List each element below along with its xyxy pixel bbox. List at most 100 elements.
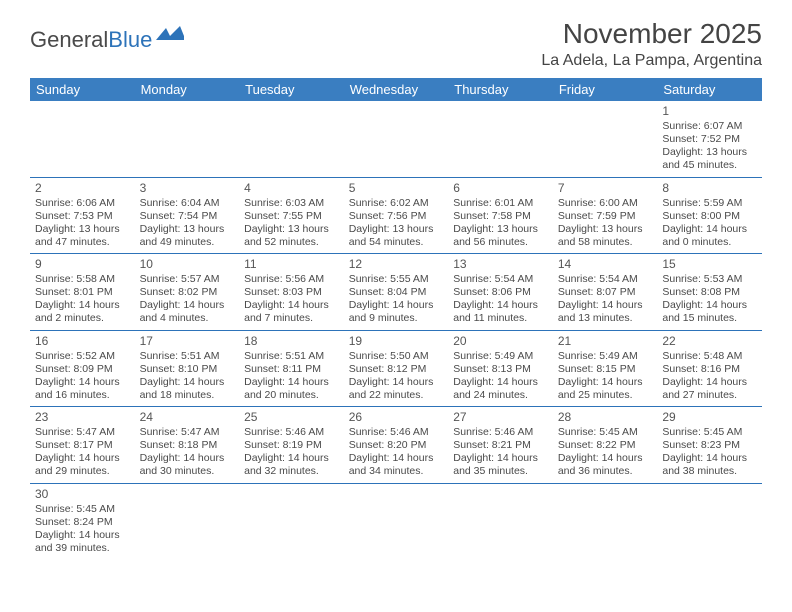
calendar-day-cell: 28Sunrise: 5:45 AMSunset: 8:22 PMDayligh…: [553, 407, 658, 484]
sunset-text: Sunset: 8:10 PM: [140, 363, 235, 376]
sunrise-text: Sunrise: 6:04 AM: [140, 197, 235, 210]
calendar-day-cell: 27Sunrise: 5:46 AMSunset: 8:21 PMDayligh…: [448, 407, 553, 484]
day-number: 24: [140, 410, 235, 425]
daylight-text: Daylight: 14 hours and 4 minutes.: [140, 299, 235, 325]
sunset-text: Sunset: 8:08 PM: [662, 286, 757, 299]
calendar-day-cell: 11Sunrise: 5:56 AMSunset: 8:03 PMDayligh…: [239, 254, 344, 331]
daylight-text: Daylight: 14 hours and 38 minutes.: [662, 452, 757, 478]
logo-word2: Blue: [108, 27, 152, 52]
daylight-text: Daylight: 13 hours and 54 minutes.: [349, 223, 444, 249]
calendar-day-cell: 21Sunrise: 5:49 AMSunset: 8:15 PMDayligh…: [553, 330, 658, 407]
calendar-day-cell: [553, 101, 658, 177]
day-number: 3: [140, 181, 235, 196]
day-number: 11: [244, 257, 339, 272]
sunset-text: Sunset: 8:06 PM: [453, 286, 548, 299]
calendar-day-cell: [344, 101, 449, 177]
day-number: 16: [35, 334, 130, 349]
calendar-table: Sunday Monday Tuesday Wednesday Thursday…: [30, 78, 762, 559]
calendar-day-cell: 22Sunrise: 5:48 AMSunset: 8:16 PMDayligh…: [657, 330, 762, 407]
calendar-day-cell: 25Sunrise: 5:46 AMSunset: 8:19 PMDayligh…: [239, 407, 344, 484]
sunset-text: Sunset: 7:55 PM: [244, 210, 339, 223]
daylight-text: Daylight: 14 hours and 36 minutes.: [558, 452, 653, 478]
daylight-text: Daylight: 13 hours and 56 minutes.: [453, 223, 548, 249]
day-header-thu: Thursday: [448, 78, 553, 101]
daylight-text: Daylight: 14 hours and 11 minutes.: [453, 299, 548, 325]
calendar-day-cell: 30Sunrise: 5:45 AMSunset: 8:24 PMDayligh…: [30, 483, 135, 559]
logo: GeneralBlue: [30, 26, 184, 54]
sunrise-text: Sunrise: 5:54 AM: [558, 273, 653, 286]
sunrise-text: Sunrise: 5:56 AM: [244, 273, 339, 286]
sunrise-text: Sunrise: 5:58 AM: [35, 273, 130, 286]
sunrise-text: Sunrise: 5:55 AM: [349, 273, 444, 286]
sunset-text: Sunset: 8:24 PM: [35, 516, 130, 529]
sunset-text: Sunset: 8:22 PM: [558, 439, 653, 452]
daylight-text: Daylight: 14 hours and 22 minutes.: [349, 376, 444, 402]
calendar-day-cell: 12Sunrise: 5:55 AMSunset: 8:04 PMDayligh…: [344, 254, 449, 331]
sunset-text: Sunset: 8:13 PM: [453, 363, 548, 376]
sunrise-text: Sunrise: 5:45 AM: [558, 426, 653, 439]
sunset-text: Sunset: 7:56 PM: [349, 210, 444, 223]
day-number: 30: [35, 487, 130, 502]
day-number: 26: [349, 410, 444, 425]
calendar-day-cell: 2Sunrise: 6:06 AMSunset: 7:53 PMDaylight…: [30, 177, 135, 254]
daylight-text: Daylight: 14 hours and 39 minutes.: [35, 529, 130, 555]
daylight-text: Daylight: 13 hours and 49 minutes.: [140, 223, 235, 249]
calendar-day-cell: 13Sunrise: 5:54 AMSunset: 8:06 PMDayligh…: [448, 254, 553, 331]
calendar-day-cell: 18Sunrise: 5:51 AMSunset: 8:11 PMDayligh…: [239, 330, 344, 407]
calendar-header-row: Sunday Monday Tuesday Wednesday Thursday…: [30, 78, 762, 101]
calendar-week: 2Sunrise: 6:06 AMSunset: 7:53 PMDaylight…: [30, 177, 762, 254]
sunset-text: Sunset: 8:15 PM: [558, 363, 653, 376]
calendar-day-cell: [657, 483, 762, 559]
sunset-text: Sunset: 8:02 PM: [140, 286, 235, 299]
sunrise-text: Sunrise: 5:46 AM: [453, 426, 548, 439]
calendar-body: 1Sunrise: 6:07 AMSunset: 7:52 PMDaylight…: [30, 101, 762, 559]
sunrise-text: Sunrise: 6:02 AM: [349, 197, 444, 210]
sunset-text: Sunset: 8:04 PM: [349, 286, 444, 299]
sunrise-text: Sunrise: 5:48 AM: [662, 350, 757, 363]
day-number: 22: [662, 334, 757, 349]
calendar-day-cell: 8Sunrise: 5:59 AMSunset: 8:00 PMDaylight…: [657, 177, 762, 254]
calendar-day-cell: [344, 483, 449, 559]
day-number: 21: [558, 334, 653, 349]
day-number: 15: [662, 257, 757, 272]
day-number: 23: [35, 410, 130, 425]
daylight-text: Daylight: 14 hours and 7 minutes.: [244, 299, 339, 325]
sunset-text: Sunset: 8:12 PM: [349, 363, 444, 376]
day-number: 4: [244, 181, 339, 196]
sunrise-text: Sunrise: 6:06 AM: [35, 197, 130, 210]
sunset-text: Sunset: 8:18 PM: [140, 439, 235, 452]
sunset-text: Sunset: 8:01 PM: [35, 286, 130, 299]
sunrise-text: Sunrise: 5:47 AM: [35, 426, 130, 439]
sunrise-text: Sunrise: 5:45 AM: [35, 503, 130, 516]
daylight-text: Daylight: 13 hours and 47 minutes.: [35, 223, 130, 249]
calendar-week: 23Sunrise: 5:47 AMSunset: 8:17 PMDayligh…: [30, 407, 762, 484]
day-number: 5: [349, 181, 444, 196]
daylight-text: Daylight: 14 hours and 13 minutes.: [558, 299, 653, 325]
daylight-text: Daylight: 14 hours and 18 minutes.: [140, 376, 235, 402]
daylight-text: Daylight: 14 hours and 35 minutes.: [453, 452, 548, 478]
logo-text: GeneralBlue: [30, 27, 152, 53]
daylight-text: Daylight: 14 hours and 32 minutes.: [244, 452, 339, 478]
sunrise-text: Sunrise: 5:53 AM: [662, 273, 757, 286]
daylight-text: Daylight: 14 hours and 15 minutes.: [662, 299, 757, 325]
day-header-wed: Wednesday: [344, 78, 449, 101]
sunrise-text: Sunrise: 5:49 AM: [453, 350, 548, 363]
calendar-day-cell: [553, 483, 658, 559]
sunrise-text: Sunrise: 5:49 AM: [558, 350, 653, 363]
sunrise-text: Sunrise: 5:47 AM: [140, 426, 235, 439]
calendar-day-cell: [135, 483, 240, 559]
calendar-week: 30Sunrise: 5:45 AMSunset: 8:24 PMDayligh…: [30, 483, 762, 559]
day-number: 19: [349, 334, 444, 349]
daylight-text: Daylight: 14 hours and 34 minutes.: [349, 452, 444, 478]
daylight-text: Daylight: 13 hours and 58 minutes.: [558, 223, 653, 249]
day-header-sun: Sunday: [30, 78, 135, 101]
sunset-text: Sunset: 8:16 PM: [662, 363, 757, 376]
day-number: 29: [662, 410, 757, 425]
day-number: 27: [453, 410, 548, 425]
calendar-week: 16Sunrise: 5:52 AMSunset: 8:09 PMDayligh…: [30, 330, 762, 407]
calendar-day-cell: 1Sunrise: 6:07 AMSunset: 7:52 PMDaylight…: [657, 101, 762, 177]
sunset-text: Sunset: 8:23 PM: [662, 439, 757, 452]
calendar-day-cell: [239, 483, 344, 559]
daylight-text: Daylight: 14 hours and 16 minutes.: [35, 376, 130, 402]
calendar-day-cell: 9Sunrise: 5:58 AMSunset: 8:01 PMDaylight…: [30, 254, 135, 331]
